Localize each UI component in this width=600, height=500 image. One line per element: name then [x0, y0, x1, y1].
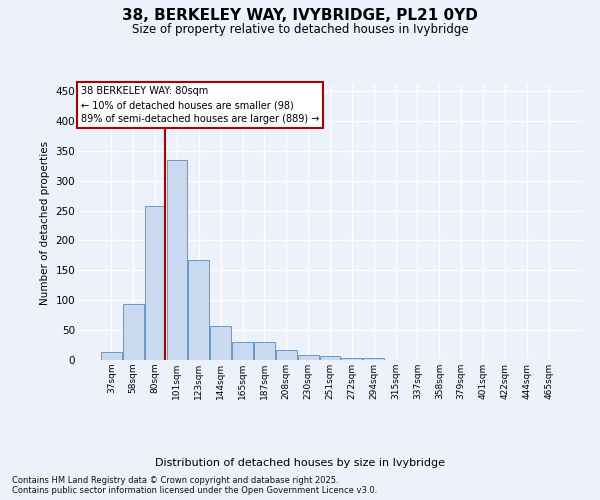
Bar — [145, 206, 166, 360]
Bar — [276, 350, 296, 360]
Bar — [188, 260, 209, 360]
Text: 38, BERKELEY WAY, IVYBRIDGE, PL21 0YD: 38, BERKELEY WAY, IVYBRIDGE, PL21 0YD — [122, 8, 478, 22]
Bar — [101, 352, 122, 360]
Bar — [254, 342, 275, 360]
Bar — [210, 326, 231, 360]
Text: Contains HM Land Registry data © Crown copyright and database right 2025.: Contains HM Land Registry data © Crown c… — [12, 476, 338, 485]
Bar — [232, 342, 253, 360]
Bar — [320, 356, 340, 360]
Text: Size of property relative to detached houses in Ivybridge: Size of property relative to detached ho… — [131, 22, 469, 36]
Y-axis label: Number of detached properties: Number of detached properties — [40, 140, 50, 304]
Text: Distribution of detached houses by size in Ivybridge: Distribution of detached houses by size … — [155, 458, 445, 468]
Bar — [167, 160, 187, 360]
Bar — [123, 304, 143, 360]
Bar — [341, 358, 362, 360]
Bar — [298, 354, 319, 360]
Text: Contains public sector information licensed under the Open Government Licence v3: Contains public sector information licen… — [12, 486, 377, 495]
Text: 38 BERKELEY WAY: 80sqm
← 10% of detached houses are smaller (98)
89% of semi-det: 38 BERKELEY WAY: 80sqm ← 10% of detached… — [80, 86, 319, 124]
Bar — [364, 358, 384, 360]
